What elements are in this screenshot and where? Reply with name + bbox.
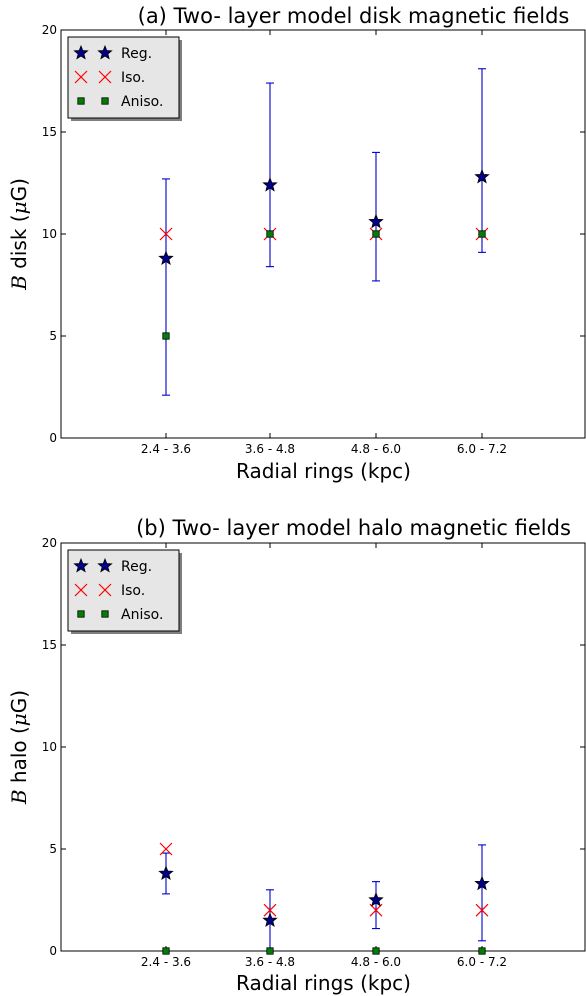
legend: Reg. Iso. Aniso. [67,36,182,121]
data-point-star [158,250,174,266]
legend-marker [74,583,88,597]
legend: Reg. Iso. Aniso. [67,549,182,634]
y-tick-label: 15 [42,125,57,139]
legend-marker [77,610,85,618]
data-point-x [475,903,489,917]
legend-marker [98,583,112,597]
data-point-square [372,230,380,238]
chart-panel-b: (b) Two- layer model halo magnetic field… [7,516,586,995]
error-bar [372,881,380,930]
x-tick-label: 4.8 - 6.0 [351,955,401,969]
legend-marker [101,97,109,105]
chart-title: (b) Two- layer model halo magnetic field… [136,516,571,540]
legend-marker [98,70,112,84]
y-axis-label-text: disk ( [7,214,31,275]
data-point-square [478,230,486,238]
x-tick-label: 6.0 - 7.2 [457,442,507,456]
data-point-square [478,947,486,955]
data-point-square [266,947,274,955]
data-point-square [372,947,380,955]
data-point-square [162,332,170,340]
y-tick-label: 10 [42,227,57,241]
legend-marker [77,97,85,105]
data-point-square [266,230,274,238]
data-point-star [262,912,278,927]
data-point-x [369,903,383,917]
x-tick-label: 3.6 - 4.8 [245,442,295,456]
legend-marker [101,610,109,618]
y-tick-label: 0 [49,431,57,445]
data-point-star [158,865,174,881]
y-axis-label: B halo (μG) [7,690,31,805]
y-axis-label-text: halo ( [7,726,31,789]
y-tick-label: 5 [49,329,57,343]
y-tick-label: 0 [49,944,57,958]
legend-label: Reg. [121,46,152,62]
error-bar [478,844,486,942]
y-tick-label: 15 [42,638,57,652]
y-tick-label: 20 [42,536,57,550]
x-tick-label: 3.6 - 4.8 [245,955,295,969]
error-bar [266,82,274,268]
x-axis-label: Radial rings (kpc) [236,459,411,483]
data-point-x [159,842,173,856]
x-tick-label: 2.4 - 3.6 [141,442,191,456]
legend-marker [97,44,113,60]
legend-label: Iso. [121,70,145,86]
data-point-star [474,875,490,891]
y-axis-label-mu: μ [7,713,31,726]
legend-label: Aniso. [121,607,163,623]
x-tick-label: 4.8 - 6.0 [351,442,401,456]
y-axis-label-var: B [7,275,31,291]
data-point-square [162,947,170,955]
x-axis-label: Radial rings (kpc) [236,971,411,995]
data-point-star [368,891,384,907]
data-point-star [262,176,278,192]
y-tick-label: 20 [42,23,57,37]
data-point-x [159,227,173,241]
y-axis-label-unit: G) [7,178,31,201]
legend-marker [74,70,88,84]
legend-marker [97,557,113,573]
data-point-star [474,168,490,184]
x-tick-label: 2.4 - 3.6 [141,955,191,969]
y-tick-label: 10 [42,740,57,754]
legend-marker [73,44,89,60]
y-axis-label: B disk (μG) [7,178,31,291]
y-axis-label-var: B [7,789,31,805]
data-point-x [263,903,277,917]
data-point-star [368,213,384,229]
legend-label: Aniso. [121,94,163,110]
error-bar [162,178,170,396]
chart-title: (a) Two- layer model disk magnetic field… [138,4,570,28]
legend-marker [73,557,89,573]
x-tick-label: 6.0 - 7.2 [457,955,507,969]
legend-label: Iso. [121,583,145,599]
y-axis-label-unit: G) [7,690,31,713]
chart-panel-a: (a) Two- layer model disk magnetic field… [7,4,586,483]
y-axis-label-mu: μ [7,201,31,214]
y-tick-label: 5 [49,842,57,856]
legend-label: Reg. [121,559,152,575]
error-bar [478,68,486,253]
